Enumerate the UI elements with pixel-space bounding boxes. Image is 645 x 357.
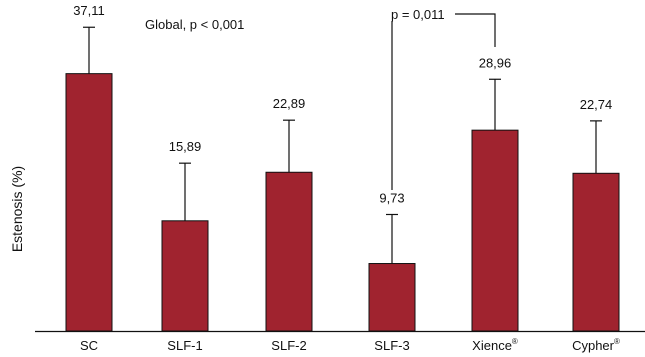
value-label-slf-2: 22,89 [273,96,306,111]
global-p-annotation: Global, p < 0,001 [145,17,244,32]
bar-sc [65,73,113,332]
bar-xience [471,129,519,332]
category-labels-group: SC SLF-1 SLF-2 SLF-3 Xience® Cypher® [80,337,620,353]
category-label-xience: Xience® [472,337,518,353]
category-label-cypher: Cypher® [572,337,620,353]
bar-cypher [572,172,620,332]
value-label-xience: 28,96 [479,55,512,70]
error-bars-group [83,26,602,264]
category-label-slf-1: SLF-1 [167,338,202,353]
category-label-slf-3: SLF-3 [374,338,409,353]
significance-bracket [391,13,496,190]
value-label-slf-1: 15,89 [169,139,202,154]
bars-group [65,73,620,332]
bar-slf-3 [368,263,416,332]
value-label-slf-3: 9,73 [379,190,404,205]
pairwise-p-annotation: p = 0,011 [391,7,445,22]
bar-slf-1 [161,220,209,332]
value-label-cypher: 22,74 [580,97,613,112]
category-label-slf-2: SLF-2 [271,338,306,353]
value-labels-group: 37,11 15,89 22,89 9,73 28,96 22,74 [73,3,612,205]
category-label-sc: SC [80,338,98,353]
bar-slf-2 [265,171,313,332]
y-axis-label: Estenosis (%) [9,166,25,252]
bracket-right-leg [455,13,496,47]
value-label-sc: 37,11 [73,3,105,18]
